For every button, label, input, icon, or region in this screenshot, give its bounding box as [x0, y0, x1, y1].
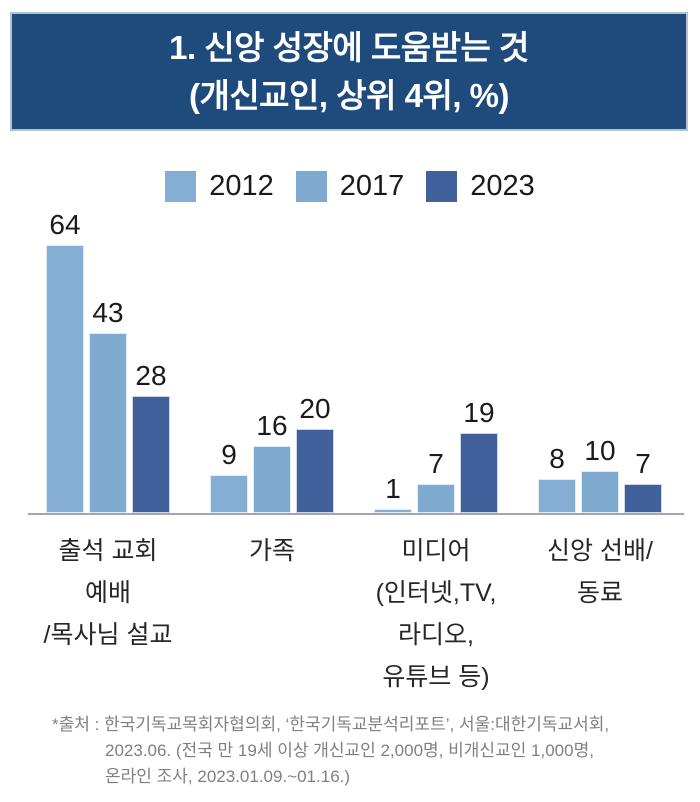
chart-title-line1: 1. 신앙 성장에 도움받는 것: [169, 28, 529, 66]
chart-title-line2: (개신교인, 상위 4위, %): [188, 76, 510, 114]
bar-2023-cat3: [460, 433, 498, 513]
bar-value-label: 7: [635, 448, 651, 479]
bar-2017-cat1: [89, 333, 127, 513]
bar-2017-cat2: [253, 446, 291, 513]
category-label-line: 가족: [248, 537, 295, 565]
category-label-4: 신앙 선배/동료: [538, 530, 662, 698]
bar-group-4: 8 10 7: [538, 205, 662, 513]
bar-2023-cat2: [296, 429, 334, 513]
bar-cell-2023-cat2: 20: [296, 205, 334, 513]
bar-value-label: 28: [135, 360, 167, 391]
source-line-3: 온라인 조사, 2023.01.09.~01.16.): [105, 767, 351, 786]
bar-value-label: 1: [385, 473, 401, 504]
chart-title-banner: 1. 신앙 성장에 도움받는 것 (개신교인, 상위 4위, %): [10, 12, 688, 131]
bar-2012-cat3: [374, 509, 412, 513]
bar-value-label: 8: [549, 443, 565, 474]
bar-cell-2017-cat1: 43: [89, 205, 127, 513]
bar-2012-cat2: [210, 475, 248, 513]
bar-cell-2023-cat1: 28: [132, 205, 170, 513]
category-label-line: /목사님 설교: [43, 621, 173, 649]
category-label-line: (인터넷,TV,: [375, 579, 497, 607]
category-label-line: 라디오,: [398, 621, 474, 649]
category-label-3: 미디어 (인터넷,TV, 라디오, 유튜브 등): [374, 530, 498, 698]
bar-value-label: 43: [92, 297, 124, 328]
category-label-line: 출석 교회: [58, 537, 158, 565]
bar-2023-cat4: [624, 484, 662, 513]
category-label-line: 예배: [84, 579, 131, 607]
bar-cell-2023-cat4: 7: [624, 205, 662, 513]
category-label-line: 동료: [576, 579, 623, 607]
legend-swatch-2012-icon: [165, 170, 197, 202]
bar-group-2: 9 16 20: [210, 205, 334, 513]
bar-cell-2023-cat3: 19: [460, 205, 498, 513]
source-line-1: *출처 : 한국기독교목회자협의회, ‘한국기독교분석리포트’, 서울:대한기독…: [52, 715, 610, 734]
category-label-line: 신앙 선배/: [547, 537, 653, 565]
category-label-line: 유튜브 등): [382, 663, 490, 691]
legend-label-2017: 2017: [339, 169, 405, 202]
bar-value-label: 9: [221, 439, 237, 470]
bar-chart-plot-area: 64 43 28 9 16 20 1 7 19 8 10 7: [28, 205, 684, 515]
bar-value-label: 19: [463, 397, 495, 428]
bar-2012-cat4: [538, 479, 576, 513]
bar-group-3: 1 7 19: [374, 205, 498, 513]
legend-label-2012: 2012: [209, 169, 274, 202]
source-line-2: 2023.06. (전국 만 19세 이상 개신교인 2,000명, 비개신교인…: [105, 741, 594, 760]
bar-value-label: 16: [256, 410, 288, 441]
legend-item-2023: 2023: [426, 169, 535, 202]
chart-legend: 2012 2017 2023: [0, 168, 700, 204]
bar-2017-cat3: [417, 484, 455, 513]
category-label-line: 미디어: [401, 537, 471, 565]
legend-label-2023: 2023: [470, 169, 535, 202]
legend-swatch-2023-icon: [426, 170, 458, 202]
bar-cell-2012-cat1: 64: [46, 205, 84, 513]
bar-value-label: 20: [299, 393, 331, 424]
category-label-2: 가족: [210, 530, 334, 698]
legend-item-2012: 2012: [165, 169, 274, 202]
bar-2023-cat1: [132, 396, 170, 513]
legend-swatch-2017-icon: [295, 170, 327, 202]
bar-cell-2012-cat4: 8: [538, 205, 576, 513]
bar-value-label: 7: [428, 448, 444, 479]
bar-cell-2017-cat4: 10: [581, 205, 619, 513]
bar-cell-2017-cat3: 7: [417, 205, 455, 513]
bar-cell-2012-cat2: 9: [210, 205, 248, 513]
bar-value-label: 10: [584, 435, 616, 466]
bar-group-1: 64 43 28: [46, 205, 170, 513]
source-note: *출처 : 한국기독교목회자협의회, ‘한국기독교분석리포트’, 서울:대한기독…: [0, 712, 700, 790]
bar-cell-2012-cat3: 1: [374, 205, 412, 513]
bar-2012-cat1: [46, 245, 84, 513]
bar-cell-2017-cat2: 16: [253, 205, 291, 513]
bar-2017-cat4: [581, 471, 619, 513]
bar-value-label: 64: [49, 209, 81, 240]
legend-item-2017: 2017: [295, 169, 405, 202]
